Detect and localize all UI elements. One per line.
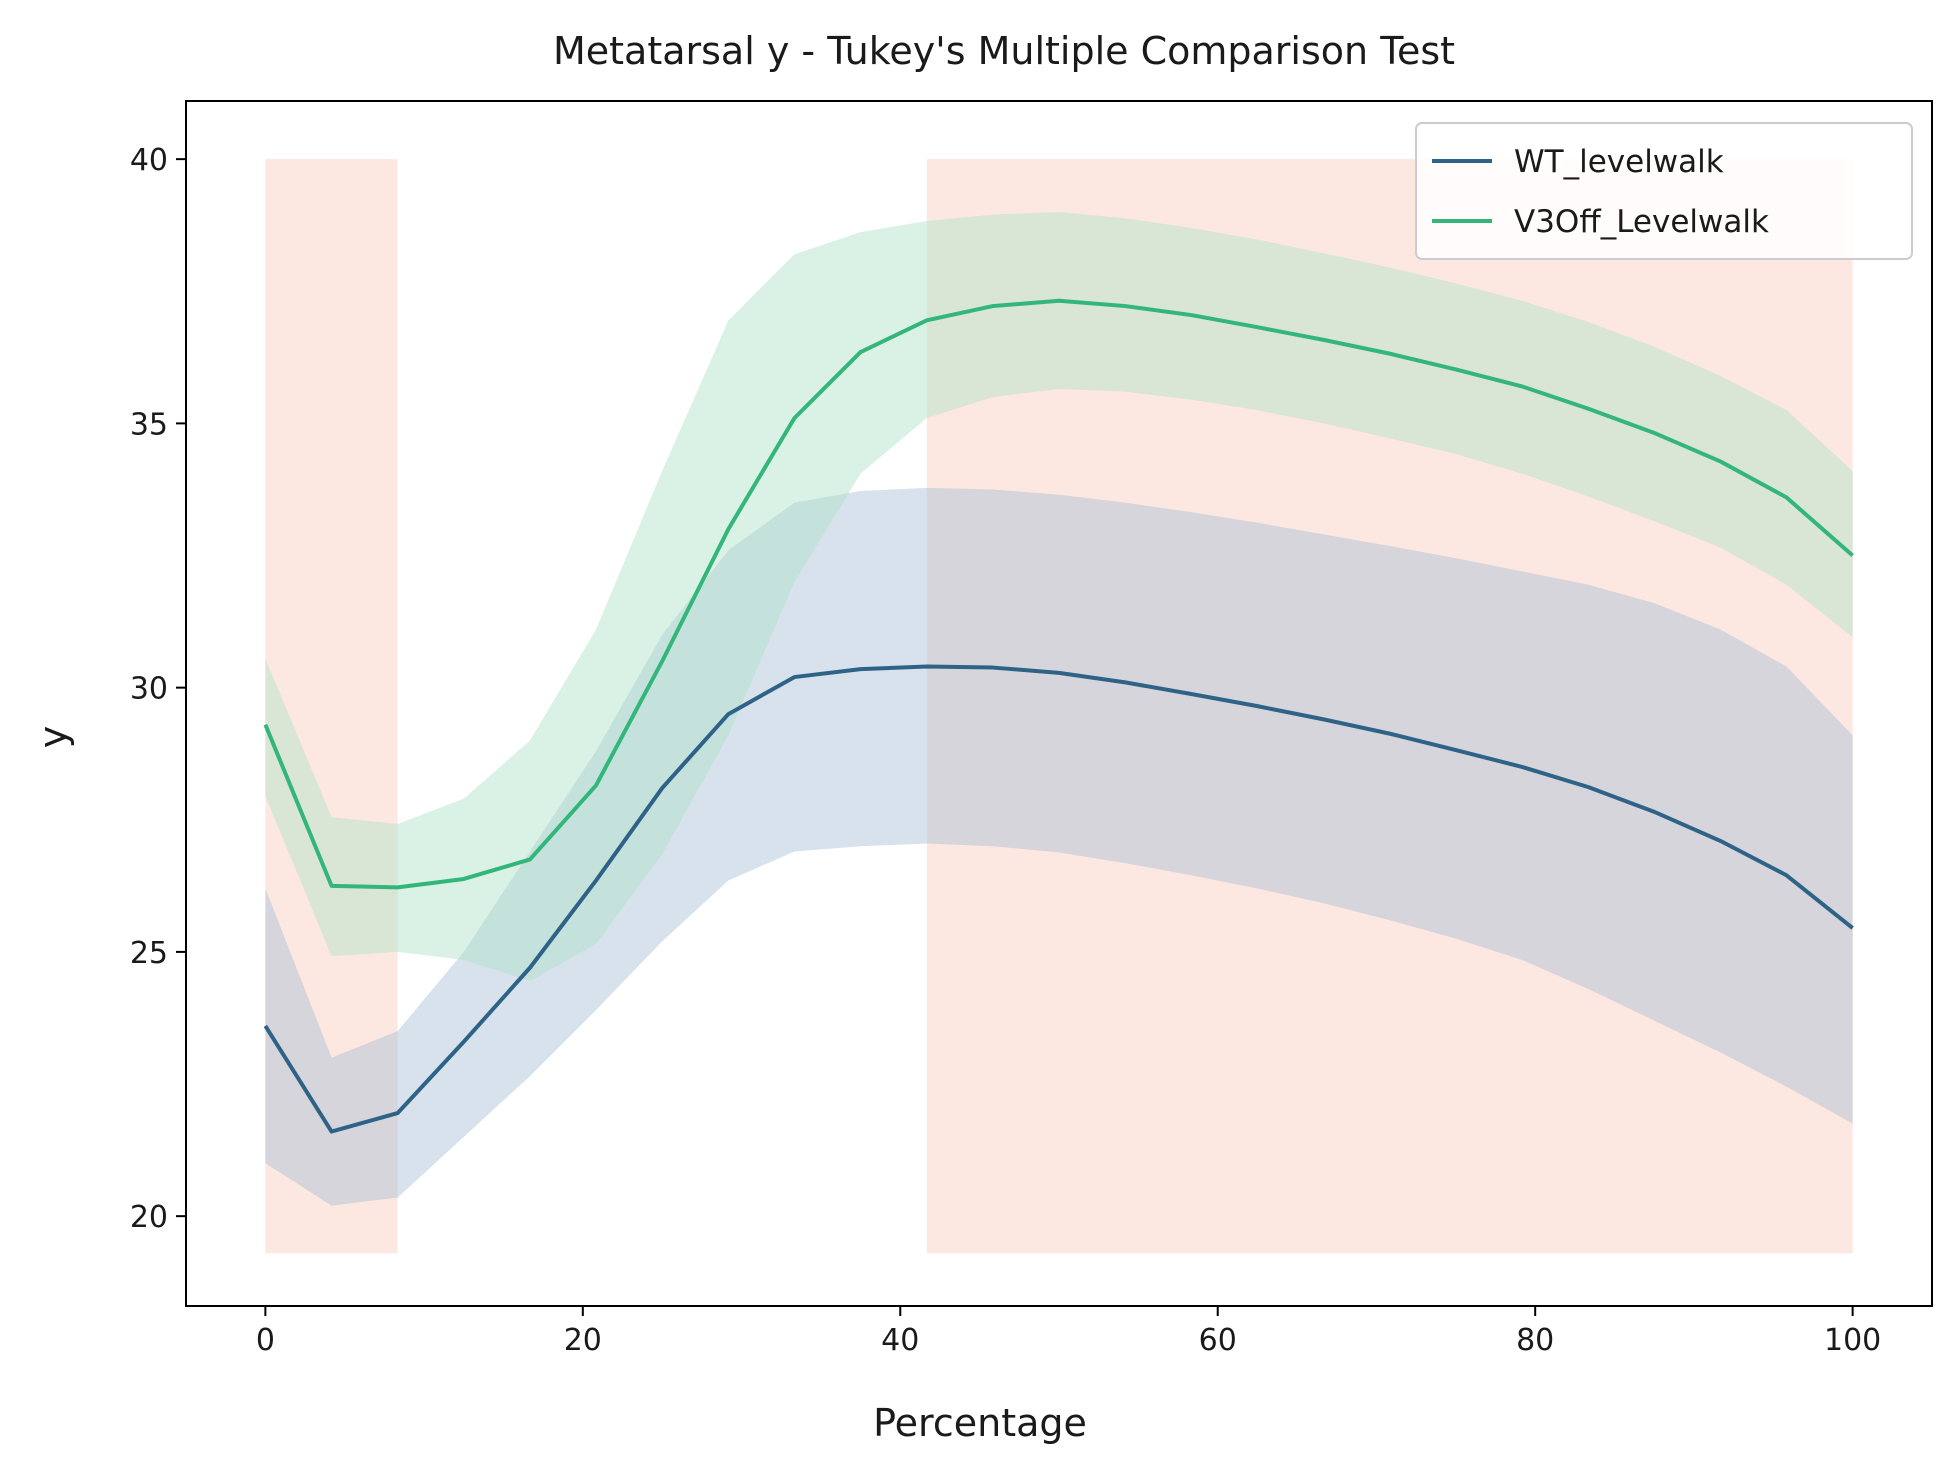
series-line-0 <box>263 664 1854 1134</box>
y-axis-label: y <box>31 726 75 749</box>
legend-label-0: WT_levelwalk <box>1514 144 1724 180</box>
y-tick-label: 35 <box>130 407 168 442</box>
significance-region-1 <box>926 159 1853 1254</box>
legend: WT_levelwalk V3Off_Levelwalk <box>1415 122 1913 260</box>
confidence-band-0 <box>265 487 1853 1206</box>
y-tick-label: 20 <box>130 1200 168 1235</box>
legend-label-1: V3Off_Levelwalk <box>1514 204 1769 240</box>
significance-regions <box>265 159 1853 1254</box>
x-tick-label: 100 <box>1824 1323 1881 1358</box>
significance-region-0 <box>265 159 398 1254</box>
series-line-1 <box>263 298 1854 890</box>
x-axis-ticks: 0 20 40 60 80 100 <box>256 1306 1881 1358</box>
y-tick-label: 40 <box>130 143 168 178</box>
y-axis-ticks: 20 25 30 35 40 <box>130 143 186 1235</box>
chart-title: Metatarsal y - Tukey's Multiple Comparis… <box>553 29 1455 73</box>
x-tick-label: 20 <box>564 1323 602 1358</box>
x-tick-label: 40 <box>881 1323 919 1358</box>
legend-box <box>1415 122 1913 260</box>
x-tick-label: 60 <box>1199 1323 1237 1358</box>
y-tick-label: 25 <box>130 936 168 971</box>
y-tick-label: 30 <box>130 672 168 707</box>
plot-frame <box>185 100 1933 1307</box>
x-tick-label: 80 <box>1516 1323 1554 1358</box>
series-lines <box>263 298 1854 1134</box>
x-tick-label: 0 <box>256 1323 275 1358</box>
x-axis-label: Percentage <box>873 1401 1087 1445</box>
